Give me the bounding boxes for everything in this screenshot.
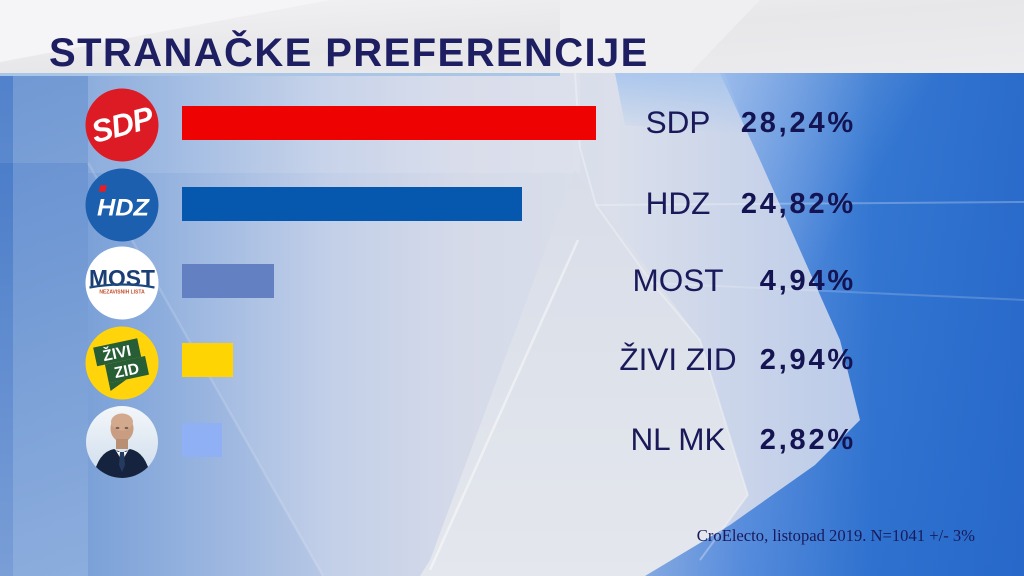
svg-text:NEZAVISNIH LISTA: NEZAVISNIH LISTA	[99, 289, 145, 295]
svg-text:HDZ: HDZ	[97, 195, 150, 222]
svg-text:ŽIVI: ŽIVI	[101, 342, 133, 366]
svg-text:ZID: ZID	[113, 360, 141, 382]
